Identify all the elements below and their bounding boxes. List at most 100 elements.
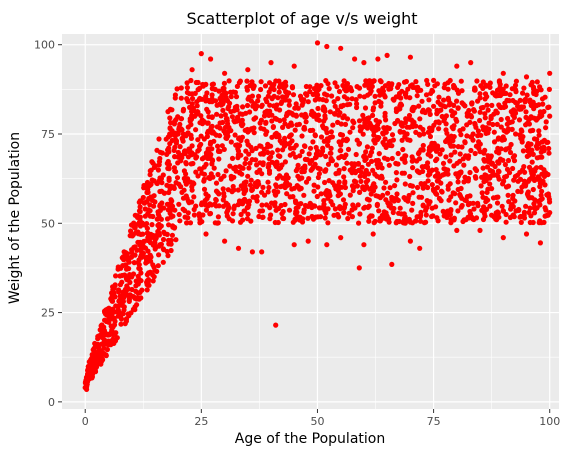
data-point xyxy=(454,227,460,233)
data-point xyxy=(341,204,348,210)
data-point xyxy=(363,149,369,155)
data-point xyxy=(205,120,211,126)
data-point xyxy=(222,70,228,76)
data-point xyxy=(137,198,143,204)
data-point xyxy=(342,121,349,127)
data-point xyxy=(445,86,451,92)
data-point xyxy=(178,116,185,122)
data-point xyxy=(145,277,152,283)
data-point xyxy=(264,99,270,105)
data-point xyxy=(437,151,443,157)
data-point xyxy=(364,144,370,150)
data-point xyxy=(547,113,553,119)
data-point xyxy=(347,129,353,135)
data-point xyxy=(531,86,537,92)
data-point xyxy=(369,158,375,164)
data-point xyxy=(398,120,404,126)
data-point xyxy=(126,296,132,302)
data-point xyxy=(123,275,129,282)
data-point xyxy=(467,200,473,207)
data-point xyxy=(447,100,453,106)
data-point xyxy=(369,185,375,191)
data-point xyxy=(523,203,529,209)
data-point xyxy=(461,162,467,168)
data-point xyxy=(356,118,363,124)
data-point xyxy=(438,188,445,194)
data-point xyxy=(401,170,407,176)
data-point xyxy=(341,166,347,172)
data-point xyxy=(417,218,424,224)
data-point xyxy=(329,134,335,140)
data-point xyxy=(151,178,157,184)
data-point xyxy=(293,205,299,211)
data-point xyxy=(214,102,220,108)
data-point xyxy=(269,150,275,156)
data-point xyxy=(521,183,527,189)
data-point xyxy=(357,189,363,195)
data-point xyxy=(178,126,184,132)
data-point xyxy=(409,207,415,213)
data-point xyxy=(284,191,290,197)
data-point xyxy=(496,79,502,85)
data-point xyxy=(503,147,509,153)
data-point xyxy=(350,188,356,194)
data-point xyxy=(297,93,304,99)
data-point xyxy=(395,84,401,90)
data-point xyxy=(243,148,249,154)
data-point xyxy=(120,298,126,305)
data-point xyxy=(283,93,290,99)
data-point xyxy=(266,184,272,191)
data-point xyxy=(105,338,111,344)
data-point xyxy=(500,208,506,214)
data-point xyxy=(410,156,416,162)
data-point xyxy=(499,203,505,209)
data-point xyxy=(245,129,251,135)
data-point xyxy=(272,162,278,168)
data-point xyxy=(203,231,209,237)
data-point xyxy=(436,94,442,100)
data-point xyxy=(395,107,401,113)
data-point xyxy=(413,123,419,129)
data-point xyxy=(447,212,453,218)
data-point xyxy=(175,131,181,137)
plot-panel xyxy=(62,34,559,409)
data-point xyxy=(487,84,493,90)
data-point xyxy=(98,341,105,347)
data-point xyxy=(270,124,276,130)
data-point xyxy=(135,281,141,287)
data-point xyxy=(424,77,430,84)
data-point xyxy=(306,151,312,157)
data-point xyxy=(296,185,302,191)
data-point xyxy=(494,110,500,116)
data-point xyxy=(409,107,415,113)
data-point xyxy=(538,192,544,198)
data-point xyxy=(110,287,116,293)
data-point xyxy=(355,202,361,208)
data-point xyxy=(322,207,328,213)
data-point xyxy=(543,119,549,125)
data-point xyxy=(480,104,486,111)
data-point xyxy=(359,164,365,170)
data-point xyxy=(315,184,321,190)
data-point xyxy=(353,179,359,185)
data-point xyxy=(336,214,342,220)
data-point xyxy=(145,235,151,241)
data-point xyxy=(473,124,479,130)
data-point xyxy=(172,207,178,213)
data-point xyxy=(282,201,288,208)
data-point xyxy=(209,146,215,152)
data-point xyxy=(365,177,371,183)
data-point xyxy=(133,222,139,228)
data-point xyxy=(134,213,141,219)
data-point xyxy=(534,145,540,151)
data-point xyxy=(166,189,172,196)
data-point xyxy=(286,98,292,104)
data-point xyxy=(160,259,166,265)
data-point xyxy=(286,207,293,213)
data-point xyxy=(329,93,335,99)
data-point xyxy=(407,238,413,244)
data-point xyxy=(381,155,388,161)
data-point xyxy=(498,104,504,111)
data-point xyxy=(423,92,430,98)
data-point xyxy=(488,113,494,120)
